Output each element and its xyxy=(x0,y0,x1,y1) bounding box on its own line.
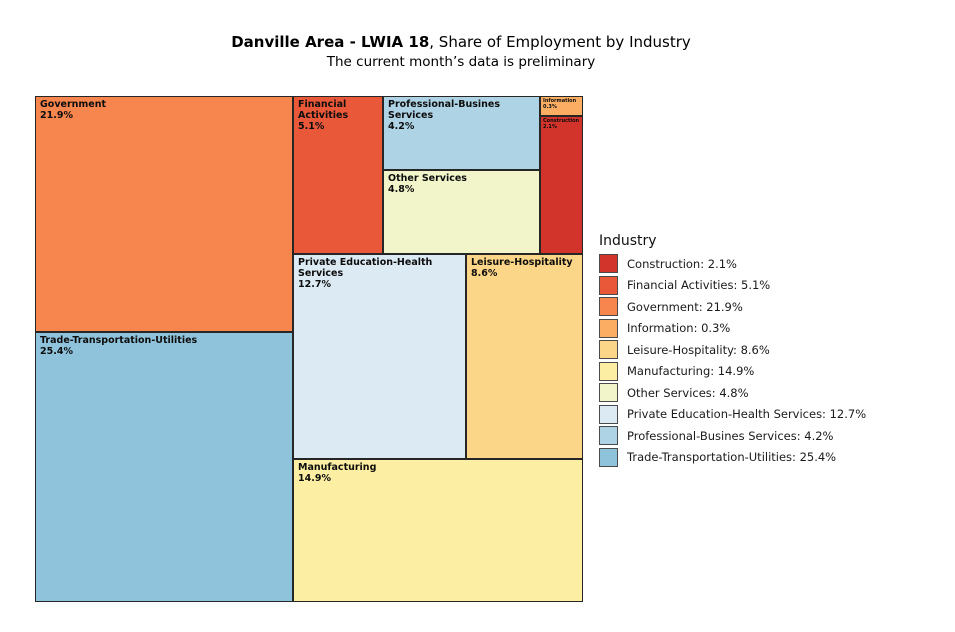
legend-color-swatch xyxy=(599,340,618,359)
tile-label: Other Services 4.8% xyxy=(388,173,536,195)
tile-percent-value: 12.7% xyxy=(298,279,331,291)
tile-industry-name: Trade-Transportation-Utilities xyxy=(40,335,198,346)
tile-percent-value: 0.3% xyxy=(543,104,557,111)
legend-item-other-services: Other Services: 4.8% xyxy=(599,383,866,402)
chart-subtitle: The current month’s data is preliminary xyxy=(326,54,596,70)
tile-label: Manufacturing 14.9% xyxy=(298,462,579,484)
legend-item-government: Government: 21.9% xyxy=(599,297,866,316)
legend-title: Industry xyxy=(599,233,657,249)
tile-industry-name: Financial Activities xyxy=(298,99,349,122)
legend-item-leisure-hospitality: Leisure-Hospitality: 8.6% xyxy=(599,340,866,359)
legend-items: Construction: 2.1% Financial Activities: … xyxy=(599,254,866,469)
legend-color-swatch xyxy=(599,404,618,424)
legend-item-construction: Construction: 2.1% xyxy=(599,254,866,273)
legend-label: Trade-Transportation-Utilities: 25.4% xyxy=(627,450,837,464)
tile-industry-name: Government xyxy=(40,99,107,110)
treemap-tile-professional-busines-services: Professional-Busines Services 4.2% xyxy=(383,96,540,170)
tile-percent-value: 8.6% xyxy=(471,268,498,280)
tile-percent-value: 21.9% xyxy=(40,110,73,122)
tile-industry-name: Private Education-Health Services xyxy=(298,257,433,280)
treemap-tile-other-services: Other Services 4.8% xyxy=(383,170,540,254)
legend-color-swatch xyxy=(599,426,618,445)
treemap: Government 21.9% Trade-Transportation-Util… xyxy=(35,96,583,602)
tile-percent-value: 14.9% xyxy=(298,473,331,485)
tile-percent-value: 25.4% xyxy=(40,346,73,358)
treemap-tile-government: Government 21.9% xyxy=(35,96,293,332)
treemap-tile-financial-activities: Financial Activities 5.1% xyxy=(293,96,383,254)
tile-industry-name: Construction xyxy=(543,118,580,124)
tile-industry-name: Manufacturing xyxy=(298,462,377,473)
tile-percent-value: 5.1% xyxy=(298,121,325,133)
legend-label: Other Services: 4.8% xyxy=(627,385,749,400)
legend-label: Financial Activities: 5.1% xyxy=(627,278,771,292)
legend-color-swatch xyxy=(599,383,618,402)
legend-color-swatch xyxy=(599,254,618,273)
treemap-tile-leisure-hospitality: Leisure-Hospitality 8.6% xyxy=(466,254,583,459)
legend-label: Professional-Busines Services: 4.2% xyxy=(627,428,834,443)
legend-item-manufacturing: Manufacturing: 14.9% xyxy=(599,361,866,381)
legend-item-private-education-health-services: Private Education-Health Services: 12.7% xyxy=(599,404,867,424)
treemap-tile-construction: Construction 2.1% xyxy=(540,116,583,254)
legend-label: Private Education-Health Services: 12.7% xyxy=(627,407,867,421)
tile-percent-value: 2.1% xyxy=(543,124,557,131)
legend-color-swatch xyxy=(599,361,618,381)
legend-item-trade-transportation-utilities: Trade-Transportation-Utilities: 25.4% xyxy=(599,447,866,467)
legend: Industry Construction: 2.1% Financial Act… xyxy=(599,233,866,469)
legend-label: Manufacturing: 14.9% xyxy=(627,364,755,378)
legend-item-professional-busines-services: Professional-Busines Services: 4.2% xyxy=(599,426,866,445)
tile-percent-value: 4.2% xyxy=(388,121,415,133)
legend-color-swatch xyxy=(599,297,618,316)
legend-label: Construction: 2.1% xyxy=(627,256,737,271)
tile-industry-name: Leisure-Hospitality xyxy=(471,257,573,268)
tile-label: Professional-Busines Services 4.2% xyxy=(388,99,536,133)
legend-color-swatch xyxy=(599,318,618,338)
legend-color-swatch xyxy=(599,275,618,295)
tile-industry-name: Other Services xyxy=(388,173,467,184)
chart-title-rest: , Share of Employment by Industry xyxy=(429,33,691,51)
treemap-tile-information: Information 0.3% xyxy=(540,96,583,116)
chart-title: Danville Area - LWIA 18, Share of Employ… xyxy=(0,33,922,53)
chart-title-area-name: Danville Area - LWIA 18 xyxy=(231,33,430,51)
treemap-tile-trade-transportation-utilities: Trade-Transportation-Utilities 25.4% xyxy=(35,332,293,602)
treemap-tile-private-education-health-services: Private Education-Health Services 12.7% xyxy=(293,254,466,459)
tile-label: Government 21.9% xyxy=(40,99,289,121)
tile-label: Financial Activities 5.1% xyxy=(298,99,379,133)
legend-item-financial-activities: Financial Activities: 5.1% xyxy=(599,275,866,295)
treemap-tile-manufacturing: Manufacturing 14.9% xyxy=(293,459,583,602)
tile-label: Information 0.3% xyxy=(543,98,581,111)
legend-color-swatch xyxy=(599,447,618,467)
legend-label: Information: 0.3% xyxy=(627,321,731,335)
tile-percent-value: 4.8% xyxy=(388,184,415,196)
tile-label: Leisure-Hospitality 8.6% xyxy=(471,257,579,279)
tile-industry-name: Information xyxy=(543,98,577,104)
tile-label: Trade-Transportation-Utilities 25.4% xyxy=(40,335,289,357)
tile-industry-name: Professional-Busines Services xyxy=(388,99,500,122)
legend-label: Leisure-Hospitality: 8.6% xyxy=(627,342,770,357)
tile-label: Construction 2.1% xyxy=(543,118,581,131)
legend-label: Government: 21.9% xyxy=(627,299,743,314)
tile-label: Private Education-Health Services 12.7% xyxy=(298,257,462,291)
legend-item-information: Information: 0.3% xyxy=(599,318,866,338)
